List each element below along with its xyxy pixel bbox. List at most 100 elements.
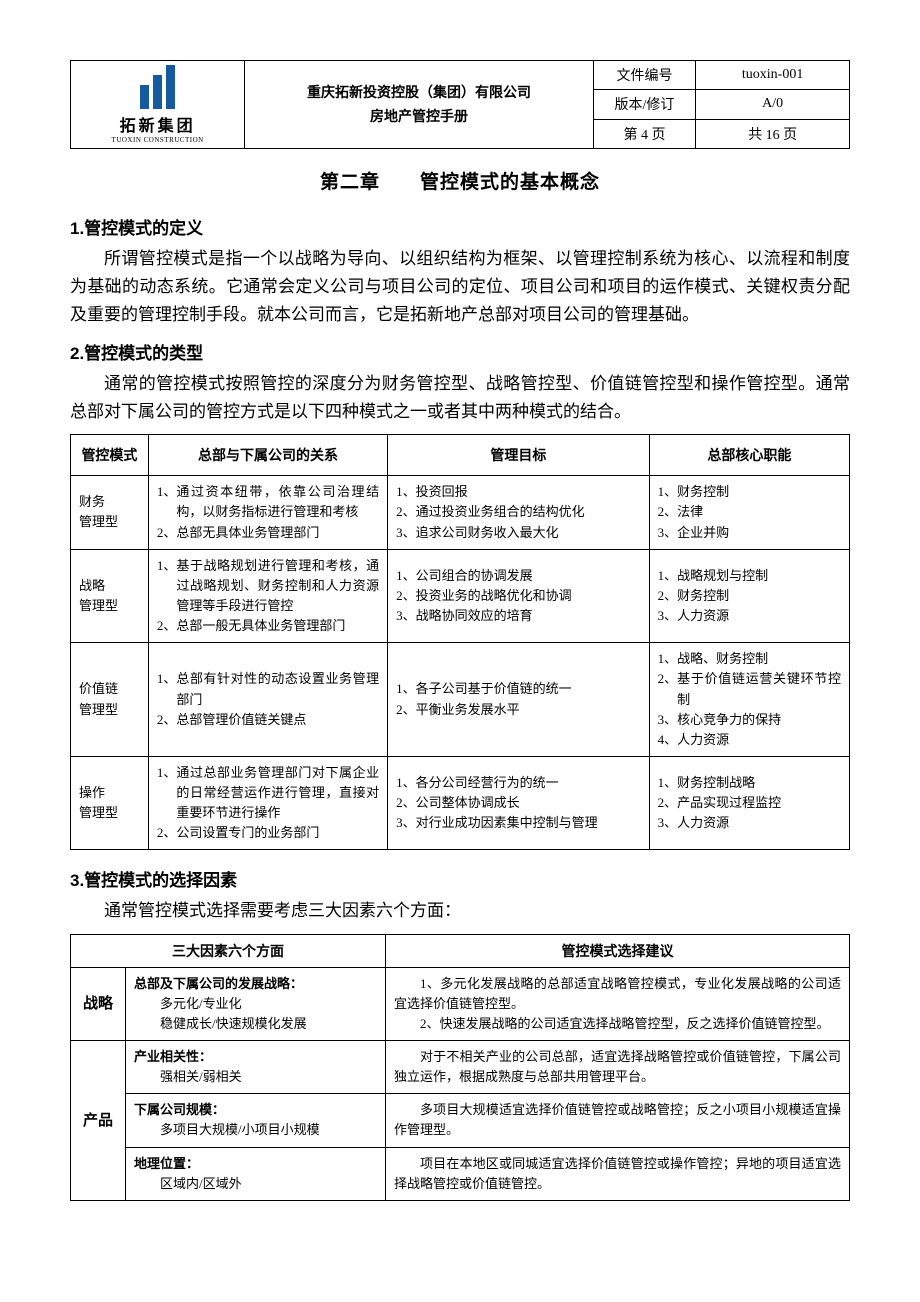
goal-cell: 1、投资回报2、通过投资业务组合的结构优化3、追求公司财务收入最大化 [388, 476, 650, 549]
chapter-title: 第二章 管控模式的基本概念 [70, 167, 850, 194]
cell-line: 1、战略、财务控制 [658, 649, 841, 669]
aspect-cell: 地理位置：区域内/区域外 [126, 1147, 386, 1200]
goal-cell: 1、各子公司基于价值链的统一2、平衡业务发展水平 [388, 643, 650, 757]
mode-line: 财务 [79, 492, 140, 512]
cell-line: 1、基于战略规划进行管理和考核，通过战略规划、财务控制和人力资源管理等手段进行管… [157, 556, 379, 616]
table-row: 价值链管理型1、总部有针对性的动态设置业务管理部门2、总部管理价值链关键点1、各… [71, 643, 850, 757]
cell-line: 1、战略规划与控制 [658, 566, 841, 586]
t1-header: 总部与下属公司的关系 [148, 435, 387, 476]
cell-line: 3、战略协同效应的培育 [396, 606, 641, 626]
func-cell: 1、财务控制2、法律3、企业并购 [649, 476, 849, 549]
aspect-title: 总部及下属公司的发展战略： [134, 974, 377, 994]
table-row: 下属公司规模：多项目大规模/小项目小规模多项目大规模适宜选择价值链管控或战略管控… [71, 1094, 850, 1147]
cell-line: 2、产品实现过程监控 [658, 793, 841, 813]
cell-line: 1、财务控制战略 [658, 773, 841, 793]
cell-line: 2、公司整体协调成长 [396, 793, 641, 813]
control-mode-table: 管控模式 总部与下属公司的关系 管理目标 总部核心职能 财务管理型1、通过资本纽… [70, 434, 850, 850]
logo-text-en: TUOXIN CONSTRUCTION [112, 136, 204, 144]
table-row: 操作管理型1、通过总部业务管理部门对下属企业的日常经营运作进行管理，直接对重要环… [71, 756, 850, 850]
table-row: 产品产业相关性：强相关/弱相关对于不相关产业的公司总部，适宜选择战略管控或价值链… [71, 1040, 850, 1093]
selection-factor-table: 三大因素六个方面 管控模式选择建议 战略总部及下属公司的发展战略：多元化/专业化… [70, 934, 850, 1201]
cell-line: 2、总部一般无具体业务管理部门 [157, 616, 379, 636]
aspect-detail: 多元化/专业化 [134, 994, 377, 1014]
relation-cell: 1、基于战略规划进行管理和考核，通过战略规划、财务控制和人力资源管理等手段进行管… [148, 549, 387, 643]
suggestion-cell: 项目在本地区或同城适宜选择价值链管控或操作管控；异地的项目适宜选择战略管控或价值… [386, 1147, 850, 1200]
factor-category-cell: 产品 [71, 1040, 126, 1200]
cell-line: 2、投资业务的战略优化和协调 [396, 586, 641, 606]
cell-line: 1、通过资本纽带，依靠公司治理结构，以财务指标进行管理和考核 [157, 482, 379, 522]
func-cell: 1、战略规划与控制2、财务控制3、人力资源 [649, 549, 849, 643]
mode-cell: 操作管理型 [71, 756, 149, 850]
relation-cell: 1、通过总部业务管理部门对下属企业的日常经营运作进行管理，直接对重要环节进行操作… [148, 756, 387, 850]
section2-heading: 2.管控模式的类型 [70, 339, 850, 364]
mode-line: 战略 [79, 576, 140, 596]
t1-header: 总部核心职能 [649, 435, 849, 476]
relation-cell: 1、通过资本纽带，依靠公司治理结构，以财务指标进行管理和考核2、总部无具体业务管… [148, 476, 387, 549]
logo-text-cn: 拓新集团 [120, 112, 196, 136]
cell-line: 1、各子公司基于价值链的统一 [396, 679, 641, 699]
cell-line: 3、对行业成功因素集中控制与管理 [396, 813, 641, 833]
mode-line: 操作 [79, 783, 140, 803]
cell-line: 3、企业并购 [658, 523, 841, 543]
aspect-cell: 产业相关性：强相关/弱相关 [126, 1040, 386, 1093]
suggestion-line: 项目在本地区或同城适宜选择价值链管控或操作管控；异地的项目适宜选择战略管控或价值… [394, 1154, 841, 1194]
cell-line: 2、财务控制 [658, 586, 841, 606]
relation-cell: 1、总部有针对性的动态设置业务管理部门2、总部管理价值链关键点 [148, 643, 387, 757]
section2-para: 通常的管控模式按照管控的深度分为财务管控型、战略管控型、价值链管控型和操作管控型… [70, 370, 850, 426]
section3-heading: 3.管控模式的选择因素 [70, 866, 850, 891]
mode-line: 管理型 [79, 700, 140, 720]
func-cell: 1、财务控制战略2、产品实现过程监控3、人力资源 [649, 756, 849, 850]
mode-cell: 价值链管理型 [71, 643, 149, 757]
mode-line: 管理型 [79, 803, 140, 823]
aspect-title: 产业相关性： [134, 1047, 377, 1067]
aspect-title: 地理位置： [134, 1154, 377, 1174]
cell-line: 2、平衡业务发展水平 [396, 700, 641, 720]
cell-line: 1、投资回报 [396, 482, 641, 502]
cell-line: 2、基于价值链运营关键环节控制 [658, 669, 841, 709]
meta-label: 第 4 页 [593, 119, 696, 148]
aspect-title: 下属公司规模： [134, 1100, 377, 1120]
mode-line: 价值链 [79, 679, 140, 699]
doc-header-table: 拓新集团 TUOXIN CONSTRUCTION 重庆拓新投资控股（集团）有限公… [70, 60, 850, 149]
doc-title-line2: 房地产管控手册 [253, 105, 585, 129]
meta-label: 文件编号 [593, 61, 696, 90]
cell-line: 1、通过总部业务管理部门对下属企业的日常经营运作进行管理，直接对重要环节进行操作 [157, 763, 379, 823]
t1-header: 管控模式 [71, 435, 149, 476]
mode-line: 管理型 [79, 596, 140, 616]
t1-header: 管理目标 [388, 435, 650, 476]
section1-heading: 1.管控模式的定义 [70, 214, 850, 239]
aspect-detail: 稳健成长/快速规模化发展 [134, 1014, 377, 1034]
mode-cell: 财务管理型 [71, 476, 149, 549]
suggestion-cell: 多项目大规模适宜选择价值链管控或战略管控；反之小项目小规模适宜操作管理型。 [386, 1094, 850, 1147]
cell-line: 4、人力资源 [658, 730, 841, 750]
suggestion-line: 1、多元化发展战略的总部适宜战略管控模式，专业化发展战略的公司适宜选择价值链管控… [394, 974, 841, 1014]
aspect-cell: 下属公司规模：多项目大规模/小项目小规模 [126, 1094, 386, 1147]
suggestion-cell: 对于不相关产业的公司总部，适宜选择战略管控或价值链管控，下属公司独立运作，根据成… [386, 1040, 850, 1093]
table-row: 财务管理型1、通过资本纽带，依靠公司治理结构，以财务指标进行管理和考核2、总部无… [71, 476, 850, 549]
meta-value: tuoxin-001 [696, 61, 850, 90]
doc-title-line1: 重庆拓新投资控股（集团）有限公司 [253, 81, 585, 105]
company-logo: 拓新集团 TUOXIN CONSTRUCTION [79, 65, 236, 144]
mode-cell: 战略管理型 [71, 549, 149, 643]
cell-line: 1、公司组合的协调发展 [396, 566, 641, 586]
table-row: 战略总部及下属公司的发展战略：多元化/专业化稳健成长/快速规模化发展 1、多元化发… [71, 967, 850, 1040]
meta-label: 版本/修订 [593, 90, 696, 119]
cell-line: 1、总部有针对性的动态设置业务管理部门 [157, 669, 379, 709]
factor-category-cell: 战略 [71, 967, 126, 1040]
suggestion-line: 多项目大规模适宜选择价值链管控或战略管控；反之小项目小规模适宜操作管理型。 [394, 1100, 841, 1140]
aspect-detail: 多项目大规模/小项目小规模 [134, 1120, 377, 1140]
section1-para: 所谓管控模式是指一个以战略为导向、以组织结构为框架、以管理控制系统为核心、以流程… [70, 245, 850, 329]
t2-header: 管控模式选择建议 [386, 934, 850, 967]
cell-line: 2、总部无具体业务管理部门 [157, 523, 379, 543]
aspect-detail: 强相关/弱相关 [134, 1067, 377, 1087]
cell-line: 2、法律 [658, 502, 841, 522]
func-cell: 1、战略、财务控制2、基于价值链运营关键环节控制3、核心竞争力的保持4、人力资源 [649, 643, 849, 757]
cell-line: 2、公司设置专门的业务部门 [157, 823, 379, 843]
suggestion-line: 2、快速发展战略的公司适宜选择战略管控型，反之选择价值链管控型。 [394, 1014, 841, 1034]
mode-line: 管理型 [79, 512, 140, 532]
logo-bars-icon [140, 65, 175, 109]
suggestion-line: 对于不相关产业的公司总部，适宜选择战略管控或价值链管控，下属公司独立运作，根据成… [394, 1047, 841, 1087]
cell-line: 2、总部管理价值链关键点 [157, 710, 379, 730]
suggestion-cell: 1、多元化发展战略的总部适宜战略管控模式，专业化发展战略的公司适宜选择价值链管控… [386, 967, 850, 1040]
cell-line: 3、人力资源 [658, 606, 841, 626]
